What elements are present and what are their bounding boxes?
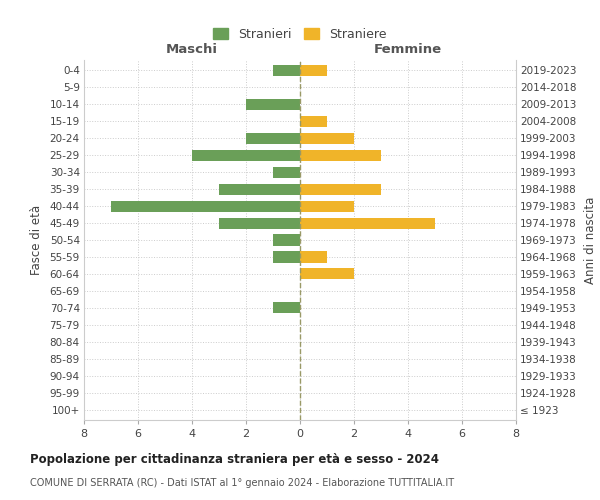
Bar [300,64,327,76]
Y-axis label: Fasce di età: Fasce di età [29,205,43,275]
Bar [300,268,354,280]
Bar [300,150,381,160]
Y-axis label: Anni di nascita: Anni di nascita [584,196,597,284]
Bar [273,166,300,177]
Bar [300,184,381,194]
Bar [246,98,300,110]
Text: Femmine: Femmine [374,43,442,56]
Bar [192,150,300,160]
Legend: Stranieri, Straniere: Stranieri, Straniere [208,23,392,46]
Bar [300,200,354,211]
Bar [219,184,300,194]
Bar [273,252,300,262]
Text: COMUNE DI SERRATA (RC) - Dati ISTAT al 1° gennaio 2024 - Elaborazione TUTTITALIA: COMUNE DI SERRATA (RC) - Dati ISTAT al 1… [30,478,454,488]
Text: Popolazione per cittadinanza straniera per età e sesso - 2024: Popolazione per cittadinanza straniera p… [30,452,439,466]
Bar [273,64,300,76]
Bar [111,200,300,211]
Bar [300,218,435,228]
Bar [300,252,327,262]
Bar [300,132,354,143]
Bar [219,218,300,228]
Bar [273,234,300,246]
Bar [273,302,300,314]
Bar [300,116,327,126]
Text: Maschi: Maschi [166,43,218,56]
Bar [246,132,300,143]
